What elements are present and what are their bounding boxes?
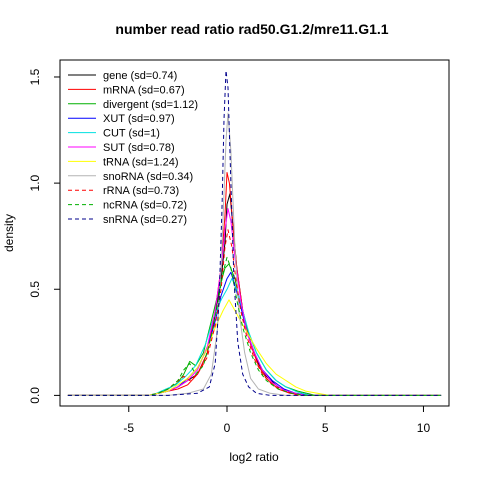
y-axis-label: density <box>2 214 16 252</box>
legend-label-snorna: snoRNA (sd=0.34) <box>103 171 193 183</box>
y-tick-label: 0.0 <box>28 387 42 404</box>
x-tick-label: -5 <box>123 421 134 435</box>
legend-label-mrna: mRNA (sd=0.67) <box>103 84 185 96</box>
legend-label-sut: SUT (sd=0.78) <box>103 142 175 154</box>
plot-area <box>59 59 450 407</box>
series-layer <box>67 70 442 396</box>
legend-label-snrna: snRNA (sd=0.27) <box>103 214 187 226</box>
legend-label-trna: tRNA (sd=1.24) <box>103 156 179 168</box>
y-tick-label: 1.5 <box>28 68 42 85</box>
y-axis: 0.0 0.5 1.0 1.5 <box>28 68 60 404</box>
series-line-ncrna <box>67 256 442 396</box>
legend-label-xut: XUT (sd=0.97) <box>103 113 175 125</box>
series-line-sut <box>67 208 442 396</box>
legend: gene (sd=0.74) mRNA (sd=0.67) divergent (s… <box>68 70 198 226</box>
legend-label-ncrna: ncRNA (sd=0.72) <box>103 200 187 212</box>
series-line-mrna <box>67 172 442 396</box>
series-line-cut <box>67 278 442 396</box>
legend-label-cut: CUT (sd=1) <box>103 128 160 140</box>
chart-title: number read ratio rad50.G1.2/mre11.G1.1 <box>115 21 388 37</box>
y-tick-label: 0.5 <box>28 281 42 298</box>
legend-label-gene: gene (sd=0.74) <box>103 70 177 82</box>
legend-label-divergent: divergent (sd=1.12) <box>103 99 198 111</box>
legend-label-rrna: rRNA (sd=0.73) <box>103 185 179 197</box>
x-tick-label: 5 <box>322 421 329 435</box>
series-line-snorna <box>67 112 442 396</box>
series-line-trna <box>67 299 442 396</box>
x-tick-label: 10 <box>417 421 431 435</box>
plot-frame <box>59 59 450 407</box>
series-line-snrna <box>67 70 442 396</box>
x-axis-label: log2 ratio <box>229 450 279 464</box>
y-tick-label: 1.0 <box>28 174 42 191</box>
x-axis: -5 0 5 10 <box>123 406 430 435</box>
x-tick-label: 0 <box>224 421 231 435</box>
